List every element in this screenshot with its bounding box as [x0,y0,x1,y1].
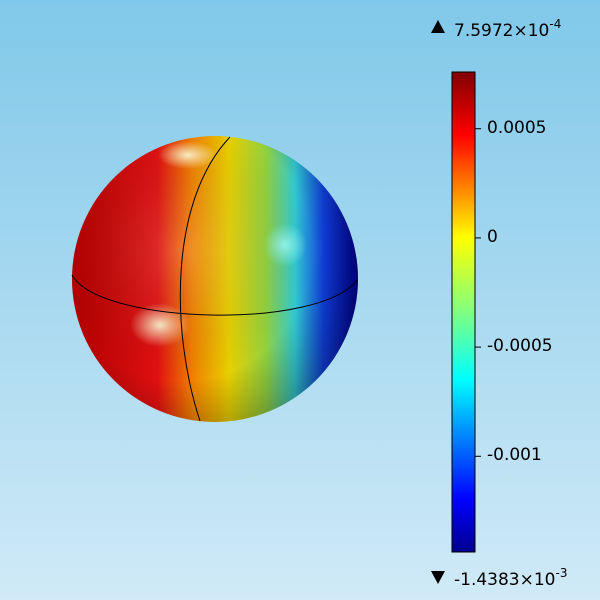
colorbar-tick-label: -0.0005 [487,336,553,357]
min-times: ×10 [519,570,556,590]
colorbar [431,20,481,584]
colorbar-tick-label: -0.001 [487,445,542,466]
sphere [71,136,358,422]
colorbar-max-label: 7.5972×10-4 [454,17,561,41]
max-mantissa: 7.5972 [454,21,514,41]
max-times: ×10 [513,21,550,41]
colorbar-tick-label: 0 [487,226,498,247]
sphere-shading [72,136,358,422]
colorbar-tick-label: 0.0005 [487,117,547,138]
colorbar-gradient [451,71,476,553]
equator-edge [71,274,358,316]
max-exponent: -4 [549,17,562,31]
meridian-edge [179,136,231,422]
triangle-down-icon [431,571,445,584]
min-exponent: -3 [555,566,568,580]
colorbar-min-label: -1.4383×10-3 [454,566,567,590]
triangle-up-icon [431,20,445,33]
min-mantissa: -1.4383 [454,570,520,590]
